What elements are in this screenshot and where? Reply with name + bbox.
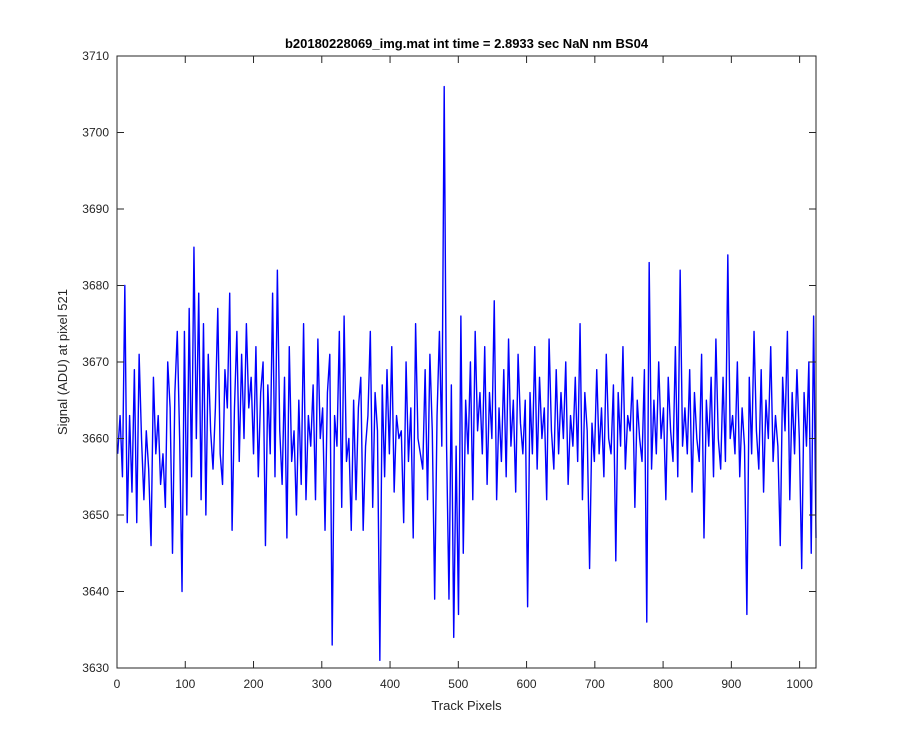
y-axis-label: Signal (ADU) at pixel 521: [55, 289, 70, 435]
plot-area-background: [117, 56, 816, 668]
x-tick-label: 100: [175, 677, 195, 691]
y-tick-label: 3680: [82, 279, 109, 293]
x-axis-label: Track Pixels: [431, 698, 502, 713]
y-tick-label: 3650: [82, 508, 109, 522]
x-tick-label: 500: [448, 677, 468, 691]
y-tick-label: 3660: [82, 432, 109, 446]
y-tick-label: 3670: [82, 355, 109, 369]
y-axis: 3630 3640 3650 3660 3670 3680 3690 3700 3710: [82, 49, 816, 675]
x-tick-label: 800: [653, 677, 673, 691]
y-tick-label: 3690: [82, 202, 109, 216]
x-tick-label: 400: [380, 677, 400, 691]
x-tick-label: 600: [517, 677, 537, 691]
series-line: [116, 85, 817, 662]
x-tick-label: 200: [244, 677, 264, 691]
y-tick-label: 3700: [82, 126, 109, 140]
y-tick-label: 3640: [82, 585, 109, 599]
y-tick-label: 3710: [82, 49, 109, 63]
series-layer: [116, 85, 817, 662]
chart-title: b20180228069_img.mat int time = 2.8933 s…: [285, 36, 649, 51]
x-tick-label: 700: [585, 677, 605, 691]
y-tick-label: 3630: [82, 661, 109, 675]
x-tick-label: 900: [721, 677, 741, 691]
x-tick-label: 1000: [786, 677, 813, 691]
x-tick-label: 300: [312, 677, 332, 691]
x-axis: 0 100 200 300 400 500 600 700 800 900 1000: [114, 56, 813, 691]
x-tick-label: 0: [114, 677, 121, 691]
